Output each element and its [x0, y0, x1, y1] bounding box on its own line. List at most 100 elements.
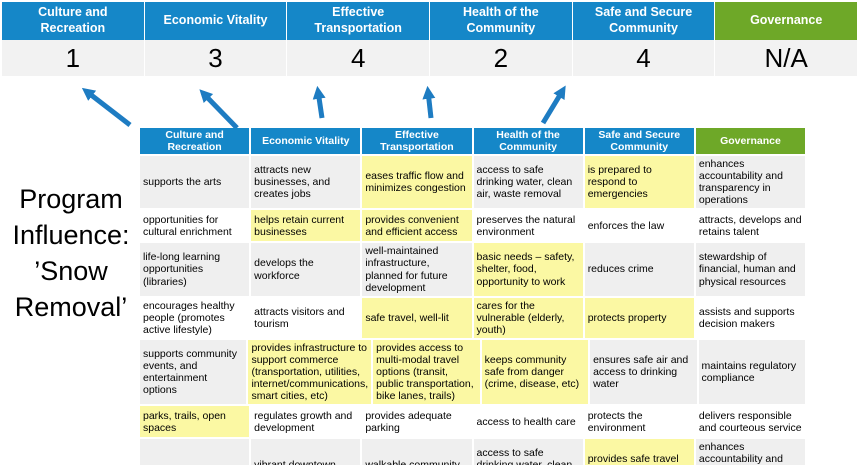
matrix-cell-text: access to safe drinking water, clean air…: [476, 164, 573, 201]
matrix-row: encourages healthy people (promotes acti…: [140, 297, 806, 340]
matrix-cell: preserves the natural environment: [473, 210, 585, 244]
matrix-cell: regulates growth and development: [251, 406, 363, 440]
matrix-cell-text: life-long learning opportunities (librar…: [143, 251, 221, 288]
matrix-cell-text: keeps community safe from danger (crime,…: [484, 353, 580, 390]
matrix-header-governance: Governance: [695, 128, 806, 157]
matrix-header-culture-and-recreation: Culture and Recreation: [140, 128, 252, 157]
matrix-header-economic-vitality: Economic Vitality: [251, 128, 363, 157]
matrix-cell: well-maintained infrastructure, planned …: [362, 243, 474, 298]
matrix-cell-text: assists and supports decision makers: [698, 305, 795, 330]
matrix-cell: attracts visitors and tourism: [251, 297, 363, 340]
matrix-header-row: Culture and Recreation Economic Vitality E…: [140, 128, 806, 157]
matrix-cell: protects the environment: [584, 406, 696, 440]
matrix-cell-text: encourages healthy people (promotes acti…: [143, 299, 235, 336]
matrix-cell-text: opportunities for cultural enrichment: [143, 213, 232, 238]
matrix-body: supports the arts attracts new businesses…: [140, 156, 806, 465]
program-influence-label: Program Influence: ’Snow Removal’: [12, 184, 130, 322]
matrix-cell: enforces the law: [584, 210, 696, 244]
matrix-row: supports the arts attracts new businesses…: [140, 156, 806, 211]
matrix-cell: supports community events, and entertain…: [140, 339, 249, 407]
matrix-cell-text: develops the workforce: [254, 257, 314, 282]
matrix-row: life-long learning opportunities (librar…: [140, 243, 806, 298]
matrix-cell-text: access to safe drinking water, clean air…: [476, 447, 573, 465]
matrix-cell: safe travel, well-lit: [362, 297, 474, 340]
score-safe-and-secure-community: 4: [572, 40, 716, 76]
matrix-cell: assists and supports decision makers: [695, 297, 806, 340]
matrix-row: parks, trails, open spaces regulates grow…: [140, 406, 806, 440]
matrix-cell-text: stewardship of financial, human and phys…: [698, 251, 796, 288]
matrix-header-health-of-the-community: Health of the Community: [473, 128, 585, 157]
banner-header-safe-and-secure-community: Safe and Secure Community: [572, 2, 716, 40]
matrix-cell: maintains regulatory compliance: [698, 339, 805, 407]
matrix-row: opportunities for cultural enrichment hel…: [140, 210, 806, 244]
banner-header-economic-vitality: Economic Vitality: [144, 2, 288, 40]
mapping-arrows: [81, 85, 566, 130]
matrix-row: vibrant downtown walkable community access…: [140, 439, 806, 465]
matrix-cell: ensures safe air and access to drinking …: [590, 339, 699, 407]
score-health-of-the-community: 2: [430, 40, 573, 76]
matrix-cell: attracts new businesses, and creates job…: [251, 156, 363, 211]
matrix-cell-text: provides adequate parking: [365, 409, 452, 434]
matrix-header-effective-transportation: Effective Transportation: [362, 128, 474, 157]
banner-header-health-of-the-community: Health of the Community: [430, 2, 573, 40]
banner-header-governance: Governance: [715, 2, 858, 40]
matrix-cell-text: well-maintained infrastructure, planned …: [365, 245, 448, 294]
matrix-cell: enhances accountability and transparency…: [695, 156, 806, 211]
matrix-cell: life-long learning opportunities (librar…: [140, 243, 252, 298]
arrow-economic-icon: [199, 89, 239, 130]
matrix-cell-text: provides infrastructure to support comme…: [251, 341, 369, 403]
score-banner: Culture and Recreation Economic Vitality…: [2, 2, 858, 76]
matrix-header-safe-and-secure-community: Safe and Secure Community: [584, 128, 696, 157]
matrix-cell: encourages healthy people (promotes acti…: [140, 297, 252, 340]
matrix-cell: stewardship of financial, human and phys…: [695, 243, 806, 298]
matrix-cell: enhances accountability and transparency…: [695, 439, 806, 465]
matrix-cell-text: helps retain current businesses: [254, 213, 345, 238]
matrix-cell-text: enhances accountability and transparency…: [698, 158, 783, 207]
matrix-cell-text: is prepared to respond to emergencies: [587, 164, 652, 201]
matrix-cell-text: parks, trails, open spaces: [143, 409, 226, 434]
arrow-culture-icon: [81, 87, 132, 127]
matrix-cell: attracts, develops and retains talent: [695, 210, 806, 244]
matrix-cell-text: provides convenient and efficient access: [365, 213, 459, 238]
arrow-transportation-icon: [312, 85, 326, 119]
matrix-cell-text: enhances accountability and transparency…: [698, 441, 783, 465]
matrix-cell: provides safe travel and mobility: [584, 439, 696, 465]
matrix-cell: protects property: [584, 297, 696, 340]
matrix-cell-text: safe travel, well-lit: [365, 311, 449, 324]
matrix-cell-text: ensures safe air and access to drinking …: [593, 353, 689, 390]
matrix-cell: provides adequate parking: [362, 406, 474, 440]
matrix-cell: supports the arts: [140, 156, 252, 211]
matrix-cell-text: vibrant downtown: [254, 459, 336, 465]
matrix-cell: develops the workforce: [251, 243, 363, 298]
program-influence-matrix: Culture and Recreation Economic Vitality E…: [140, 128, 806, 465]
matrix-cell-text: supports the arts: [143, 176, 222, 189]
matrix-cell-text: attracts visitors and tourism: [254, 305, 345, 330]
matrix-cell-text: walkable community: [365, 459, 460, 465]
arrow-safe-icon: [540, 85, 566, 125]
matrix-cell-text: enforces the law: [587, 219, 665, 232]
matrix-cell: access to health care: [473, 406, 585, 440]
matrix-cell-text: preserves the natural environment: [476, 213, 576, 238]
matrix-cell: is prepared to respond to emergencies: [584, 156, 696, 211]
arrow-health-icon: [422, 85, 436, 119]
matrix-cell-text: eases traffic flow and minimizes congest…: [365, 170, 466, 195]
matrix-cell-text: protects the environment: [587, 409, 646, 434]
matrix-cell-text: provides access to multi-modal travel op…: [376, 341, 474, 403]
matrix-cell: walkable community: [362, 439, 474, 465]
matrix-cell-text: access to health care: [476, 415, 576, 428]
matrix-cell-text: attracts new businesses, and creates job…: [254, 164, 331, 201]
matrix-cell: provides infrastructure to support comme…: [248, 339, 374, 407]
matrix-cell-text: cares for the vulnerable (elderly, youth…: [476, 299, 565, 336]
matrix-cell-text: delivers responsible and courteous servi…: [698, 409, 802, 434]
matrix-cell: keeps community safe from danger (crime,…: [481, 339, 591, 407]
matrix-cell: basic needs – safety, shelter, food, opp…: [473, 243, 585, 298]
banner-header-effective-transportation: Effective Transportation: [287, 2, 431, 40]
banner-header-row: Culture and Recreation Economic Vitality…: [2, 2, 858, 40]
matrix-row: supports community events, and entertain…: [140, 339, 805, 407]
score-economic-vitality: 3: [144, 40, 288, 76]
matrix-cell: helps retain current businesses: [251, 210, 363, 244]
matrix-cell: vibrant downtown: [251, 439, 363, 465]
matrix-cell: delivers responsible and courteous servi…: [695, 406, 806, 440]
score-effective-transportation: 4: [287, 40, 431, 76]
